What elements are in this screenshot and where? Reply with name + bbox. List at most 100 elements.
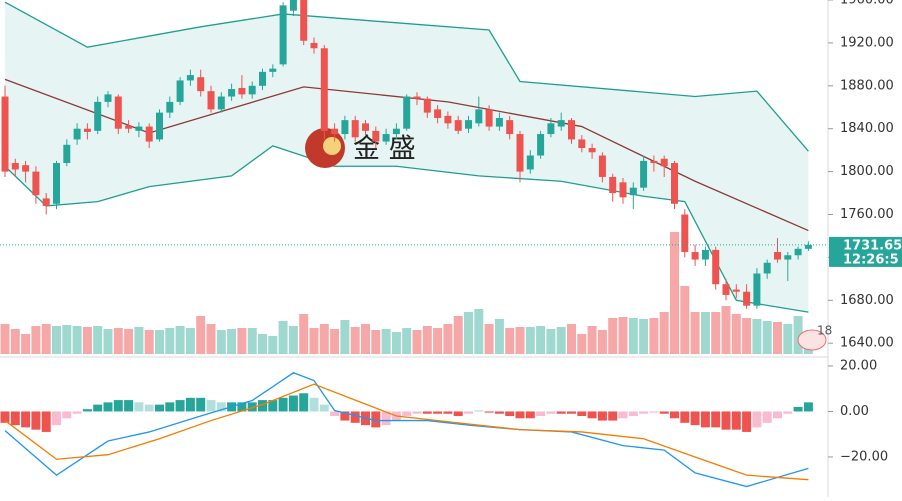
y-tick-label: 1680.00	[840, 293, 894, 308]
macd-bar	[350, 411, 360, 423]
macd-bar	[700, 411, 710, 428]
volume-bar	[402, 328, 412, 354]
candle-body	[784, 255, 792, 260]
candle-body	[423, 98, 431, 113]
candle-body	[32, 171, 40, 196]
candle-body	[42, 198, 50, 206]
macd-bar	[587, 411, 597, 419]
volume-bar	[618, 317, 628, 354]
volume-bar	[505, 328, 515, 354]
macd-bar	[639, 411, 649, 414]
volume-bar	[113, 328, 123, 354]
volume-bar	[793, 316, 803, 354]
volume-bar	[659, 312, 669, 354]
macd-bar	[196, 397, 206, 412]
macd-bar	[330, 411, 340, 417]
candle-body	[434, 109, 442, 118]
macd-bar	[113, 400, 123, 412]
candle-body	[362, 123, 369, 131]
macd-bar	[278, 397, 288, 412]
logo-inner	[323, 137, 341, 155]
y-tick-label: 1880.00	[840, 78, 894, 93]
candle-body	[1, 96, 9, 172]
macd-bar	[93, 404, 103, 412]
macd-bar	[144, 404, 154, 412]
candle-body	[660, 158, 668, 167]
candle-body	[238, 87, 246, 95]
candle-body	[681, 214, 689, 253]
macd-bar	[515, 411, 525, 419]
macd-bar	[556, 411, 566, 414]
candle-body	[403, 96, 411, 129]
macd-bar	[690, 411, 700, 426]
candle-body	[104, 94, 112, 102]
macd-bar	[536, 411, 546, 417]
candle-body	[279, 5, 287, 65]
candle-body	[63, 144, 71, 164]
candle-body	[300, 0, 308, 41]
volume-bar	[103, 329, 113, 354]
volume-bar	[52, 326, 61, 354]
macd-bar	[10, 411, 20, 426]
candle-body	[526, 155, 534, 170]
candle-body	[22, 165, 30, 172]
candle-body	[73, 128, 81, 140]
macd-bar	[433, 411, 443, 414]
candle-body	[485, 109, 493, 127]
macd-bar	[175, 400, 185, 412]
macd-bar	[546, 411, 556, 414]
macd-bar	[216, 402, 226, 412]
volume-bar	[144, 330, 154, 354]
volume-bar	[62, 325, 72, 354]
candle-body	[578, 139, 586, 149]
candle-body	[372, 130, 380, 142]
volume-bar	[330, 329, 340, 354]
candle-body	[506, 120, 514, 135]
candle-body	[351, 120, 359, 138]
candle-body	[331, 128, 339, 135]
volume-bar	[41, 324, 51, 354]
candle-body	[289, 0, 297, 11]
volume-bar	[93, 326, 103, 354]
volume-bar	[464, 312, 473, 354]
volume-bar	[556, 327, 566, 354]
candle-body	[629, 187, 637, 196]
macd-bar	[649, 411, 659, 413]
candle-body	[207, 91, 215, 110]
candle-body	[804, 244, 812, 249]
band-fill	[5, 2, 809, 313]
macd-bar	[628, 411, 638, 417]
macd-bar	[0, 411, 10, 423]
candle-body	[650, 160, 658, 164]
volume-bar	[752, 319, 762, 354]
volume-bar	[690, 312, 700, 354]
macd-bar	[577, 411, 587, 417]
last-price-box	[829, 236, 902, 267]
volume-bar	[525, 327, 535, 354]
macd-bar	[103, 402, 113, 412]
macd-bar	[31, 411, 41, 430]
macd-bar	[608, 411, 618, 421]
volume-bar	[567, 324, 576, 354]
volume-bar	[227, 329, 237, 354]
y-tick-label: 1920.00	[840, 35, 894, 50]
volume-bar	[299, 314, 309, 354]
volume-bar	[319, 324, 329, 354]
volume-bar	[608, 318, 618, 354]
candle-body	[341, 120, 349, 135]
macd-bar	[659, 411, 669, 414]
macd-bar	[680, 411, 690, 423]
macd-bar	[742, 411, 752, 432]
volume-bar	[196, 316, 206, 354]
candle-body	[701, 249, 709, 260]
volume-bar	[206, 324, 216, 354]
macd-bar	[288, 395, 298, 412]
volume-bar	[381, 329, 391, 354]
candle-body	[753, 273, 761, 306]
volume-bar	[639, 319, 649, 354]
candle-body	[774, 252, 781, 260]
macd-bar	[793, 406, 803, 412]
candle-body	[166, 101, 174, 113]
candle-body	[588, 148, 596, 153]
candle-body	[475, 109, 483, 124]
